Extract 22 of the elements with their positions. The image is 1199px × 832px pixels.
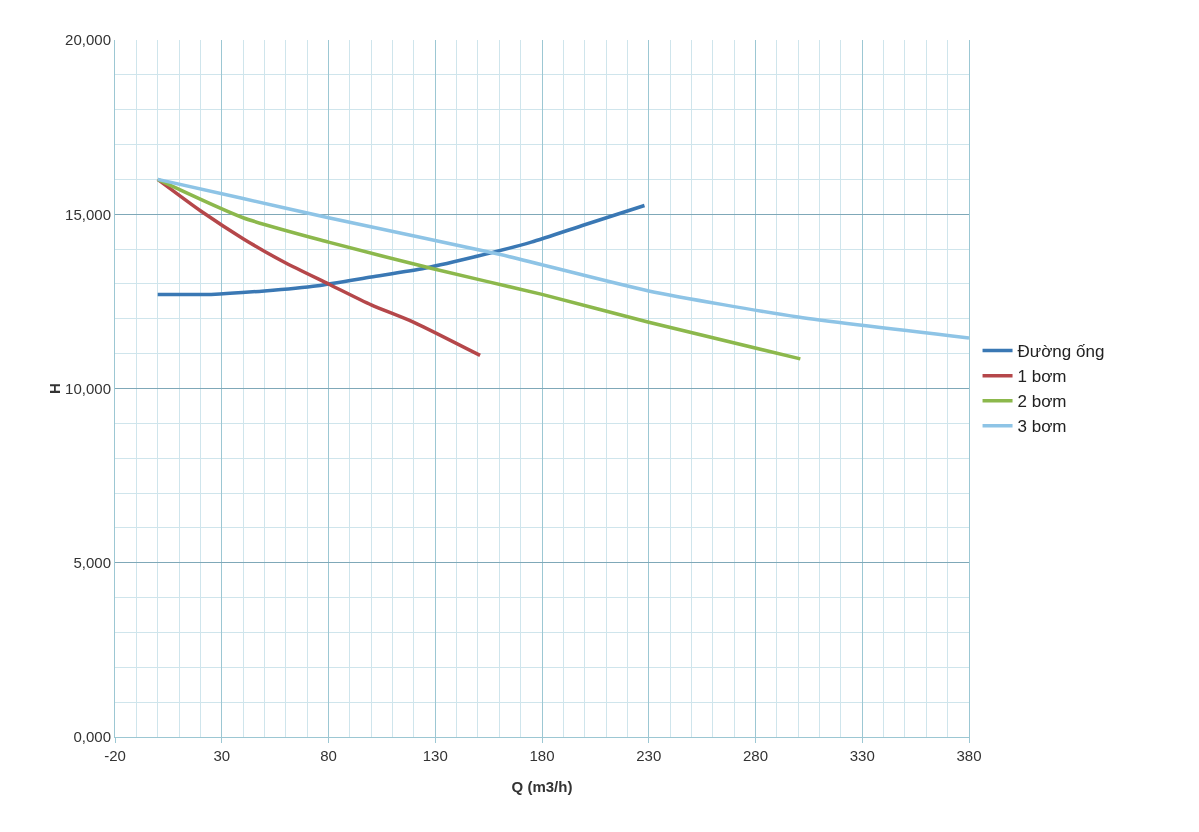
x-tick-label: 280 [742, 747, 769, 764]
x-tick-label: 130 [422, 747, 448, 764]
x-tick-label: 80 [320, 747, 337, 764]
legend-label: 1 bơm [1017, 367, 1067, 387]
x-tick-label: 230 [636, 747, 662, 764]
x-tick-label: -20 [104, 747, 126, 764]
x-tick-label: 30 [213, 747, 231, 764]
line-series [155, 177, 969, 340]
x-tick-label: 380 [956, 747, 982, 764]
legend-label: 2 bơm [1017, 392, 1067, 412]
x-tick-label: 330 [849, 747, 875, 764]
x-axis-title: Q (m3/h) [511, 778, 573, 795]
y-tick-label: 0,000 [73, 728, 111, 746]
legend-label: 3 bơm [1017, 417, 1067, 437]
y-tick-label: 5,000 [73, 554, 111, 571]
y-tick-label: 20,000 [65, 31, 111, 49]
y-tick-label: 10,000 [65, 379, 111, 397]
y-tick-label: 15,000 [65, 205, 111, 223]
legend-label: Đường ống [1017, 342, 1105, 362]
x-tick-label: 180 [529, 747, 555, 764]
line-series [155, 203, 647, 297]
y-axis-title: H [46, 383, 64, 394]
